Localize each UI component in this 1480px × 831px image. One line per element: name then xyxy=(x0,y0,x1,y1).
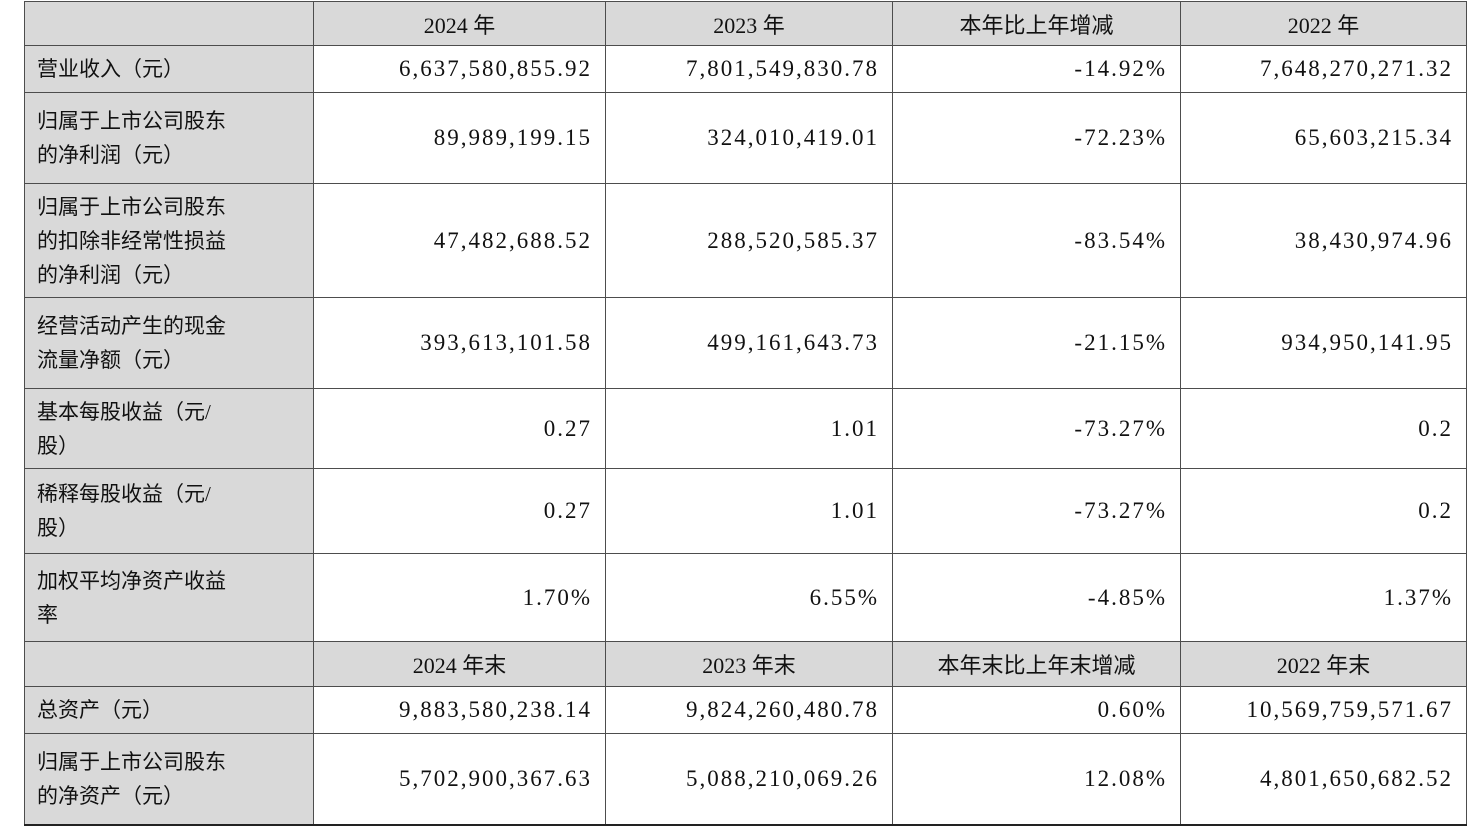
value-2023: 288,520,585.37 xyxy=(605,183,893,298)
value-2023: 1.01 xyxy=(605,468,893,554)
row-label: 加权平均净资产收益 率 xyxy=(24,553,314,642)
corner-cell xyxy=(24,641,314,687)
value-change: 0.60% xyxy=(892,686,1181,734)
row-label: 营业收入（元） xyxy=(24,45,314,93)
value-change: -72.23% xyxy=(892,92,1181,184)
value-2023: 9,824,260,480.78 xyxy=(605,686,893,734)
value-2024: 1.70% xyxy=(313,553,606,642)
row-label: 稀释每股收益（元/ 股） xyxy=(24,468,314,554)
value-2022: 65,603,215.34 xyxy=(1180,92,1467,184)
value-2024: 9,883,580,238.14 xyxy=(313,686,606,734)
value-2022: 10,569,759,571.67 xyxy=(1180,686,1467,734)
value-2023: 6.55% xyxy=(605,553,893,642)
corner-cell xyxy=(24,1,314,46)
col-header-2024: 2024 年 xyxy=(313,1,606,46)
row-label: 归属于上市公司股东 的净利润（元） xyxy=(24,92,314,184)
value-change: -21.15% xyxy=(892,297,1181,389)
value-2022: 934,950,141.95 xyxy=(1180,297,1467,389)
table-row-net-assets: 归属于上市公司股东 的净资产（元） 5,702,900,367.63 5,088… xyxy=(24,733,1467,825)
value-2023: 7,801,549,830.78 xyxy=(605,45,893,93)
value-change: -4.85% xyxy=(892,553,1181,642)
row-label: 归属于上市公司股东 的扣除非经常性损益 的净利润（元） xyxy=(24,183,314,298)
value-2024: 47,482,688.52 xyxy=(313,183,606,298)
eop-header-row: 2024 年末 2023 年末 本年末比上年末增减 2022 年末 xyxy=(24,641,1467,687)
value-change: -83.54% xyxy=(892,183,1181,298)
value-2022: 0.2 xyxy=(1180,388,1467,469)
value-2023: 1.01 xyxy=(605,388,893,469)
table-row-net-profit-excl-nonrecurring: 归属于上市公司股东 的扣除非经常性损益 的净利润（元） 47,482,688.5… xyxy=(24,183,1467,298)
row-label: 归属于上市公司股东 的净资产（元） xyxy=(24,733,314,825)
col-header-2023: 2023 年 xyxy=(605,1,893,46)
table-row-total-assets: 总资产（元） 9,883,580,238.14 9,824,260,480.78… xyxy=(24,686,1467,734)
col-header-eop-change: 本年末比上年末增减 xyxy=(892,641,1181,687)
value-2024: 89,989,199.15 xyxy=(313,92,606,184)
value-2024: 0.27 xyxy=(313,468,606,554)
value-2024: 6,637,580,855.92 xyxy=(313,45,606,93)
col-header-2022: 2022 年 xyxy=(1180,1,1467,46)
table-row-basic-eps: 基本每股收益（元/ 股） 0.27 1.01 -73.27% 0.2 xyxy=(24,388,1467,469)
table-row-operating-cash-flow: 经营活动产生的现金 流量净额（元） 393,613,101.58 499,161… xyxy=(24,297,1467,389)
row-label: 经营活动产生的现金 流量净额（元） xyxy=(24,297,314,389)
value-change: -73.27% xyxy=(892,388,1181,469)
value-2022: 4,801,650,682.52 xyxy=(1180,733,1467,825)
value-change: 12.08% xyxy=(892,733,1181,825)
key-financials-table: 2024 年 2023 年 本年比上年增减 2022 年 营业收入（元） 6,6… xyxy=(24,1,1467,826)
value-2024: 5,702,900,367.63 xyxy=(313,733,606,825)
value-2022: 1.37% xyxy=(1180,553,1467,642)
value-2023: 499,161,643.73 xyxy=(605,297,893,389)
value-2022: 7,648,270,271.32 xyxy=(1180,45,1467,93)
value-2022: 38,430,974.96 xyxy=(1180,183,1467,298)
table-row-diluted-eps: 稀释每股收益（元/ 股） 0.27 1.01 -73.27% 0.2 xyxy=(24,468,1467,554)
value-change: -14.92% xyxy=(892,45,1181,93)
value-2024: 393,613,101.58 xyxy=(313,297,606,389)
value-2022: 0.2 xyxy=(1180,468,1467,554)
value-2023: 324,010,419.01 xyxy=(605,92,893,184)
row-label: 总资产（元） xyxy=(24,686,314,734)
col-header-2024-end: 2024 年末 xyxy=(313,641,606,687)
period-header-row: 2024 年 2023 年 本年比上年增减 2022 年 xyxy=(24,1,1467,46)
col-header-2023-end: 2023 年末 xyxy=(605,641,893,687)
table-row-revenue: 营业收入（元） 6,637,580,855.92 7,801,549,830.7… xyxy=(24,45,1467,93)
value-2024: 0.27 xyxy=(313,388,606,469)
value-2023: 5,088,210,069.26 xyxy=(605,733,893,825)
col-header-yoy-change: 本年比上年增减 xyxy=(892,1,1181,46)
col-header-2022-end: 2022 年末 xyxy=(1180,641,1467,687)
value-change: -73.27% xyxy=(892,468,1181,554)
row-label: 基本每股收益（元/ 股） xyxy=(24,388,314,469)
table-row-net-profit: 归属于上市公司股东 的净利润（元） 89,989,199.15 324,010,… xyxy=(24,92,1467,184)
table-row-weighted-avg-roe: 加权平均净资产收益 率 1.70% 6.55% -4.85% 1.37% xyxy=(24,553,1467,642)
